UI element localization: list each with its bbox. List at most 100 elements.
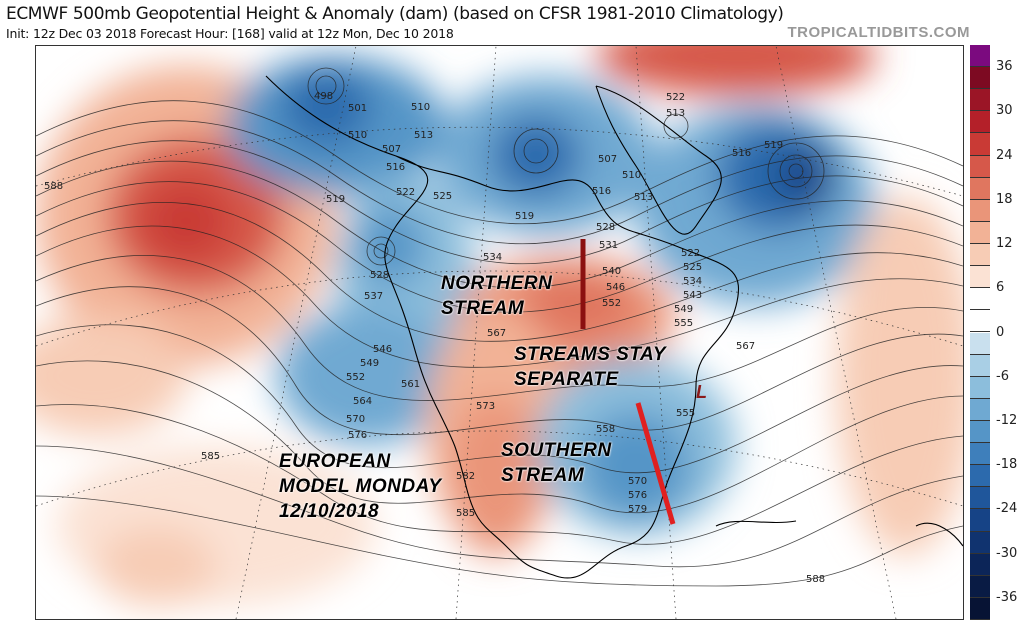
colorbar-tick-label: -6 (996, 368, 1009, 384)
contour-label: 519 (515, 211, 535, 222)
colorbar-bin (970, 244, 990, 267)
contour-label: 588 (806, 574, 826, 585)
colorbar-tick-label: -12 (996, 412, 1018, 428)
colorbar-bin (970, 553, 990, 576)
annotation-line: SOUTHERN (501, 440, 612, 461)
annotation-southern-stream: SOUTHERN STREAM (501, 438, 612, 488)
contour-label: 534 (483, 252, 503, 263)
colorbar-bin (970, 288, 990, 311)
contour-label: 513 (666, 108, 686, 119)
contour-label: 507 (382, 144, 402, 155)
annotation-line: MODEL MONDAY (279, 476, 442, 497)
contour-label: 558 (596, 424, 616, 435)
colorbar-bin (970, 332, 990, 355)
contour-label: 534 (683, 276, 703, 287)
colorbar-bin (970, 221, 990, 245)
colorbar-tick-label: -24 (996, 501, 1018, 517)
annotation-european-model: EUROPEAN MODEL MONDAY 12/10/2018 (279, 449, 442, 524)
contour-label: 582 (456, 471, 476, 482)
contour-label: 576 (628, 490, 648, 501)
contour-label: 522 (666, 92, 686, 103)
colorbar-bin (970, 597, 990, 620)
contour-label: 519 (764, 140, 784, 151)
colorbar-tick-label: 6 (996, 280, 1005, 296)
coastlines (265, 75, 963, 579)
chart-title: ECMWF 500mb Geopotential Height & Anomal… (6, 4, 784, 24)
annotation-northern-stream: NORTHERN STREAM (441, 271, 552, 321)
annotation-line: 12/10/2018 (279, 501, 380, 522)
contour-label: 561 (401, 379, 421, 390)
run-info: Init: 12z Dec 03 2018 Forecast Hour: [16… (6, 26, 454, 41)
contour-label: 507 (598, 154, 618, 165)
colorbar-bin (970, 376, 990, 399)
contour-label: 531 (599, 240, 619, 251)
contour-label: 540 (602, 266, 622, 277)
colorbar-bin (970, 45, 990, 68)
annotation-line: STREAM (441, 298, 525, 319)
contour-label: 522 (396, 187, 416, 198)
colorbar-bin (970, 111, 990, 134)
contour-label: 570 (346, 414, 366, 425)
contour-label: 516 (732, 148, 752, 159)
colorbar-bin (970, 67, 990, 90)
contour-label: 573 (476, 401, 496, 412)
annotation-line: NORTHERN (441, 273, 553, 294)
contour-label: 525 (433, 191, 453, 202)
low-pressure-marker: L (696, 382, 707, 402)
contour-label: 528 (596, 222, 616, 233)
contour-label: 537 (364, 291, 384, 302)
contour-label: 570 (628, 476, 648, 487)
contour-label: 567 (487, 328, 507, 339)
colorbar-bin (970, 443, 990, 466)
annotation-line: SEPARATE (514, 369, 619, 390)
contour-label: 501 (348, 103, 368, 114)
contour-label: 549 (360, 358, 380, 369)
contour-label: 585 (456, 508, 476, 519)
colorbar-bin (970, 487, 990, 510)
site-watermark: TROPICALTIDBITS.COM (787, 24, 970, 41)
colorbar-tick-label: 12 (996, 236, 1013, 252)
annotation-line: EUROPEAN (279, 451, 391, 472)
colorbar-tick-label: -18 (996, 457, 1018, 473)
colorbar-tick-label: 18 (996, 191, 1013, 207)
colorbar-bin (970, 531, 990, 554)
contour-label: 510 (348, 130, 368, 141)
colorbar-bin (970, 310, 990, 333)
colorbar-bin (970, 465, 990, 488)
colorbar-bin (970, 133, 990, 156)
contour-label: 564 (353, 396, 373, 407)
contour-label: 516 (592, 186, 612, 197)
anomaly-map: 498 501 510 507 510 513 516 519 522 525 … (35, 45, 964, 620)
height-contours (36, 67, 963, 587)
contour-label: 510 (411, 102, 431, 113)
colorbar-bin (970, 575, 990, 598)
contour-label: 513 (414, 130, 434, 141)
contour-label: 549 (674, 304, 694, 315)
colorbar-tick-label: 0 (996, 324, 1005, 340)
contour-label: 546 (606, 282, 626, 293)
graticule (36, 46, 963, 619)
contour-label: 543 (683, 290, 703, 301)
southern-stream-marker (635, 402, 676, 525)
colorbar-tick-label: 30 (996, 103, 1013, 119)
colorbar-bin (970, 266, 990, 289)
colorbar (970, 45, 990, 620)
colorbar-bin (970, 398, 990, 421)
annotation-streams-stay-separate: STREAMS STAY SEPARATE (514, 342, 666, 392)
colorbar-bin (970, 509, 990, 532)
contour-label: 513 (634, 192, 654, 203)
contour-label: 552 (602, 298, 622, 309)
contour-label: 588 (44, 181, 64, 192)
contour-label: 528 (370, 270, 390, 281)
colorbar-bin (970, 420, 990, 444)
contour-label: 510 (622, 170, 642, 181)
contour-label: 552 (346, 372, 366, 383)
contour-label: 585 (201, 451, 221, 462)
colorbar-bin (970, 177, 990, 200)
contour-label: 498 (314, 91, 334, 102)
colorbar-bin (970, 354, 990, 377)
contour-label: 555 (674, 318, 694, 329)
contour-label: 555 (676, 408, 696, 419)
contour-label: 567 (736, 341, 756, 352)
colorbar-bin (970, 89, 990, 112)
